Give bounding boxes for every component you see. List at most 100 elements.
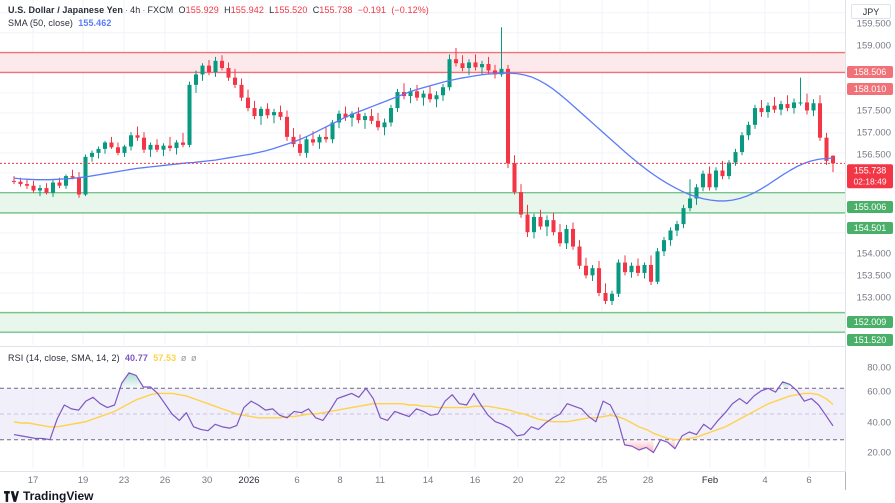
price-axis-tick: 154.000 [856,248,891,260]
time-axis-tick: 30 [201,475,213,486]
rsi-legend-value: 40.77 [124,353,148,363]
currency-chip[interactable]: JPY [851,4,891,19]
candle-body [102,142,108,149]
price-chart-canvas[interactable] [0,0,845,345]
candle-body [239,84,244,98]
candle-body [161,145,166,150]
candle-body [297,144,303,153]
candle-body [83,156,88,195]
legend-open-value: 155.929 [185,5,219,15]
bar-countdown: 02:18:49 [853,175,887,186]
time-axis-tick: 4 [762,475,768,486]
candle-body [733,152,738,163]
legend-high-value: 155.942 [230,5,264,15]
candle-body [466,62,472,69]
price-level-label[interactable]: 152.009 [847,316,893,328]
candle-body [557,232,563,244]
candle-body [193,74,199,85]
rsi-line [13,372,834,454]
gear-icon[interactable]: ø [191,353,197,363]
price-axis-tick: 159.000 [856,40,891,52]
price-grid [0,0,845,345]
candle-body [830,155,836,164]
time-axis-tick: 17 [27,475,39,486]
legend-close-label: C [312,5,320,15]
candle-body [447,59,452,88]
candle-body [154,144,160,150]
candle-body [135,135,140,138]
rsi-axis-tick: 20.00 [867,447,891,459]
candle-body [232,77,238,85]
sma-legend: SMA (50, close) 155.462 [8,17,111,29]
candle-body [343,113,348,118]
candle-body [492,70,498,75]
candle-body [76,177,82,195]
price-zone-fill [0,52,845,73]
candle-body [668,230,673,241]
price-axis-tick: 157.000 [856,127,891,139]
tradingview-logo[interactable]: TradingView [4,490,93,503]
current-price-label[interactable]: 155.738 02:18:49 [847,164,893,188]
candle-body [759,108,764,113]
price-level-label[interactable]: 158.506 [847,66,893,78]
pane-divider [0,346,845,347]
candle-body [577,246,582,266]
tradingview-logo-icon [4,491,19,502]
candle-body [37,188,43,191]
rsi-sma-legend-value: 57.53 [153,353,177,363]
eye-icon[interactable]: ø [180,353,187,363]
time-axis-tick: 2026 [238,475,260,486]
candle-body [544,220,550,227]
time-axis[interactable]: 17 19 23 26 30 2026 6 8 11 14 16 20 22 25 28 Feb 4 6 [0,472,895,490]
candle-body [115,147,121,153]
candle-body [629,265,634,273]
candle-body [687,198,693,209]
price-axis-tick: 159.500 [856,18,891,30]
candle-body [700,173,706,188]
candle-body [765,105,771,113]
candle-body [421,93,426,98]
price-axis[interactable]: JPY 159.500 159.000 157.500 157.000 156.500 1… [845,0,895,472]
candle-body [310,139,316,143]
sma-legend-name[interactable]: SMA (50, close) [8,18,74,28]
legend-change: −0.191 [357,5,387,15]
candle-body [798,102,803,104]
candle-body [382,122,387,128]
rsi-pane[interactable] [0,348,845,472]
current-price-value: 155.738 [853,165,887,176]
price-level-label[interactable]: 154.501 [847,222,893,234]
price-pane[interactable] [0,0,845,345]
price-level-label[interactable]: 158.010 [847,83,893,95]
time-axis-tick: 11 [375,475,385,486]
candle-body [395,92,400,109]
rsi-chart-canvas[interactable] [0,348,845,472]
candlestick-series [11,27,836,305]
candle-body [726,162,732,177]
candle-body [206,65,212,73]
price-axis-tick: 153.000 [856,292,891,304]
candle-body [180,142,186,145]
candle-body [128,135,134,147]
rsi-legend-name[interactable]: RSI (14, close, SMA, 14, 2) [8,353,120,363]
legend-symbol[interactable]: U.S. Dollar / Japanese Yen [8,5,123,15]
rsi-overbought-fill [782,381,790,389]
candle-body [141,137,147,150]
candle-body [187,84,192,145]
candle-body [590,268,595,276]
candle-body [817,103,823,138]
candle-body [583,265,589,276]
candle-body [11,180,17,182]
price-level-label[interactable]: 155.006 [847,201,893,213]
candle-body [336,113,342,123]
time-axis-tick: 23 [118,475,130,486]
time-axis-tick: 28 [642,475,654,486]
candle-body [531,216,537,233]
candle-body [96,148,101,153]
candle-body [824,137,829,161]
legend-interval[interactable]: 4h [130,5,141,15]
price-level-label[interactable]: 151.520 [847,334,893,346]
candle-body [525,214,530,233]
candle-body [388,108,394,123]
time-axis-tick: 6 [806,475,812,486]
